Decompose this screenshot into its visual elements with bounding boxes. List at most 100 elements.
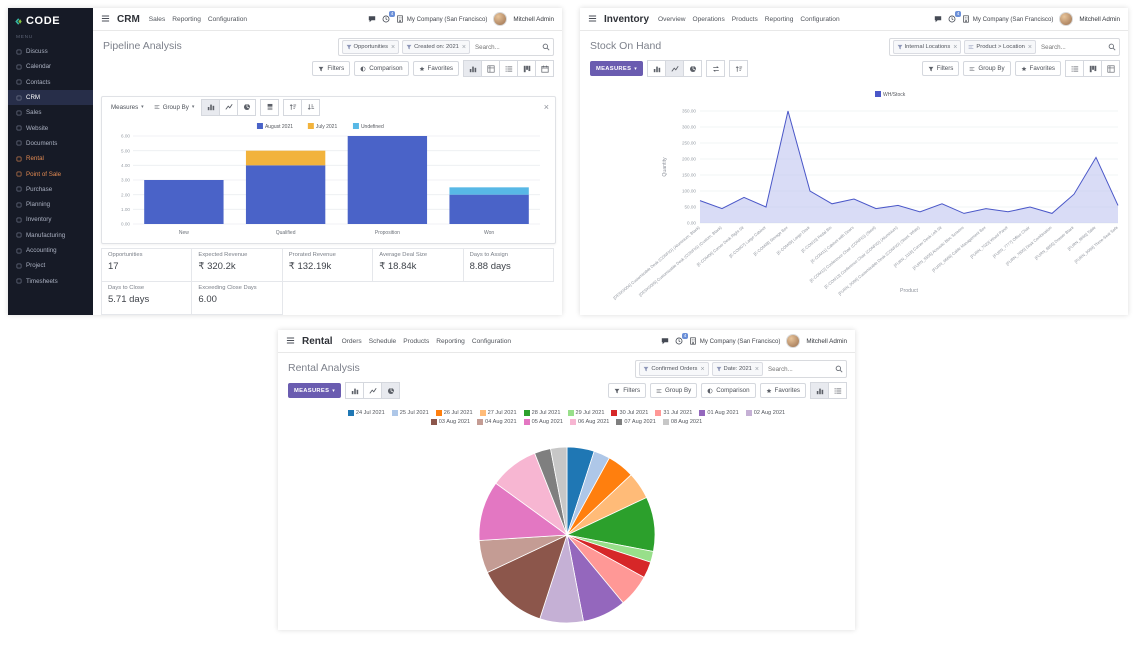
filters-button[interactable]: Filters [921, 61, 960, 76]
facet-remove-icon[interactable]: × [461, 43, 466, 51]
search-input[interactable] [1039, 42, 1105, 52]
user-menu[interactable]: Mitchell Admin [806, 337, 847, 345]
app-name[interactable]: Inventory [604, 13, 650, 25]
sort-desc-button[interactable] [301, 98, 321, 116]
search-icon[interactable] [542, 38, 550, 56]
sidebar-item-calendar[interactable]: Calendar [8, 59, 93, 74]
group-by-button[interactable]: Group By [650, 383, 698, 398]
stacked-toggle-button[interactable] [260, 98, 280, 116]
messages-icon[interactable] [661, 337, 669, 345]
sort-asc-button[interactable] [729, 60, 749, 77]
measures-button[interactable]: MEASURES ▾ [288, 383, 342, 398]
pie-chart-button[interactable] [683, 60, 703, 77]
sidebar-item-discuss[interactable]: Discuss [8, 44, 93, 59]
messages-icon[interactable] [934, 15, 942, 23]
view-calendar-button[interactable] [535, 60, 554, 77]
view-kanban-button[interactable] [517, 60, 536, 77]
sidebar-item-accounting[interactable]: Accounting [8, 243, 93, 258]
view-list-button[interactable] [828, 382, 847, 399]
comparison-button[interactable]: Comparison [701, 383, 756, 398]
menu-products[interactable]: Products [731, 15, 758, 23]
line-chart-button[interactable] [219, 98, 239, 116]
sidebar-item-contacts[interactable]: Contacts [8, 75, 93, 90]
bar-chart-button[interactable] [345, 382, 365, 399]
favorites-button[interactable]: Favorites [759, 383, 806, 398]
search-input[interactable] [766, 364, 832, 374]
facet-remove-icon[interactable]: × [1027, 43, 1032, 51]
facet-remove-icon[interactable]: × [391, 43, 396, 51]
sidebar-item-inventory[interactable]: Inventory [8, 212, 93, 227]
view-graph-button[interactable] [810, 382, 829, 399]
sidebar-item-sales[interactable]: Sales [8, 105, 93, 120]
sort-asc-button[interactable] [283, 98, 303, 116]
bar-chart-button[interactable] [647, 60, 667, 77]
messages-icon[interactable] [368, 15, 376, 23]
measures-button[interactable]: Measures ▾ [108, 100, 147, 115]
pie-chart-button[interactable] [381, 382, 401, 399]
view-pivot-button[interactable] [481, 60, 500, 77]
facet-remove-icon[interactable]: × [700, 365, 705, 373]
company-switcher[interactable]: My Company (San Francisco) [396, 15, 487, 23]
sidebar-item-purchase[interactable]: Purchase [8, 182, 93, 197]
close-icon[interactable]: × [543, 101, 549, 112]
favorites-button[interactable]: Favorites [1014, 61, 1061, 76]
sidebar-item-documents[interactable]: Documents [8, 136, 93, 151]
menu-products[interactable]: Products [403, 337, 430, 345]
sidebar-item-website[interactable]: Website [8, 120, 93, 135]
menu-sales[interactable]: Sales [148, 15, 166, 23]
favorites-button[interactable]: Favorites [412, 61, 459, 76]
filters-button[interactable]: Filters [608, 383, 647, 398]
view-kanban-button[interactable] [1083, 60, 1102, 77]
logo[interactable]: CODE [8, 8, 93, 32]
apps-menu-icon[interactable] [286, 332, 295, 350]
menu-schedule[interactable]: Schedule [368, 337, 397, 345]
avatar[interactable] [786, 334, 801, 348]
search-icon[interactable] [1108, 38, 1116, 56]
line-chart-button[interactable] [665, 60, 685, 77]
menu-orders[interactable]: Orders [341, 337, 362, 345]
search-facet[interactable]: Created on: 2021 × [402, 40, 470, 54]
apps-menu-icon[interactable] [101, 10, 110, 28]
menu-configuration[interactable]: Configuration [800, 15, 840, 23]
menu-reporting[interactable]: Reporting [172, 15, 201, 23]
avatar[interactable] [493, 12, 508, 26]
view-list-button[interactable] [1065, 60, 1084, 77]
company-switcher[interactable]: My Company (San Francisco) [689, 337, 780, 345]
group-by-button[interactable]: Group By ▾ [151, 100, 198, 115]
search-icon[interactable] [835, 360, 843, 378]
sidebar-item-timesheets[interactable]: Timesheets [8, 273, 93, 288]
line-chart-button[interactable] [363, 382, 383, 399]
menu-reporting[interactable]: Reporting [436, 337, 465, 345]
facet-remove-icon[interactable]: × [953, 43, 958, 51]
app-name[interactable]: CRM [117, 13, 140, 25]
flip-axis-button[interactable] [706, 60, 726, 77]
group-by-button[interactable]: Group By [963, 61, 1011, 76]
company-switcher[interactable]: My Company (San Francisco) [962, 15, 1053, 23]
view-list-button[interactable] [499, 60, 518, 77]
activities-icon[interactable]: 4 [948, 11, 961, 23]
menu-configuration[interactable]: Configuration [207, 15, 248, 23]
user-menu[interactable]: Mitchell Admin [1079, 15, 1120, 23]
search-facet[interactable]: Internal Locations × [892, 40, 962, 54]
bar-chart-button[interactable] [201, 98, 221, 116]
avatar[interactable] [1059, 12, 1074, 26]
view-graph-button[interactable] [463, 60, 482, 77]
apps-menu-icon[interactable] [588, 10, 597, 28]
user-menu[interactable]: Mitchell Admin [513, 15, 554, 23]
pie-chart-button[interactable] [237, 98, 257, 116]
sidebar-item-project[interactable]: Project [8, 258, 93, 273]
search-facet[interactable]: Product > Location × [964, 40, 1036, 54]
sidebar-item-crm[interactable]: CRM [8, 89, 93, 106]
measures-button[interactable]: MEASURES ▾ [590, 61, 644, 76]
search-facet[interactable]: Opportunities × [341, 40, 400, 54]
comparison-button[interactable]: Comparison [354, 61, 409, 76]
menu-operations[interactable]: Operations [692, 15, 725, 23]
sidebar-item-point-of-sale[interactable]: Point of Sale [8, 166, 93, 181]
sidebar-item-manufacturing[interactable]: Manufacturing [8, 228, 93, 243]
sidebar-item-planning[interactable]: Planning [8, 197, 93, 212]
menu-reporting[interactable]: Reporting [764, 15, 794, 23]
filters-button[interactable]: Filters [312, 61, 351, 76]
activities-icon[interactable]: 4 [382, 11, 395, 23]
search-facet[interactable]: Date: 2021 × [711, 362, 763, 376]
menu-configuration[interactable]: Configuration [471, 337, 512, 345]
